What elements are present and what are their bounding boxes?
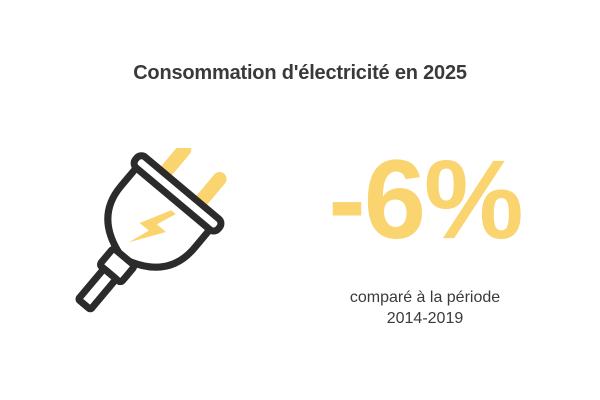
stat-caption-line2: 2014-2019: [386, 310, 464, 327]
lightning-bolt-icon: [128, 210, 176, 243]
stat-caption: comparé à la période 2014-2019: [300, 287, 550, 329]
plug-cable: [75, 265, 119, 313]
stat-value: -6%: [328, 137, 523, 262]
plug-top-plate: [130, 152, 225, 235]
page-title: Consommation d'électricité en 2025: [133, 62, 467, 84]
stat-caption-line1: comparé à la période: [349, 289, 501, 306]
electric-plug-icon: [75, 148, 227, 313]
